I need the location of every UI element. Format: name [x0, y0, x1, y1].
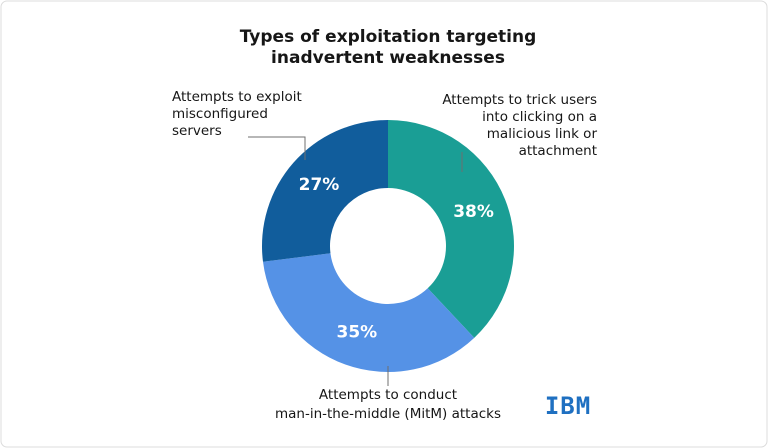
- chart-title: Types of exploitation targeting: [240, 27, 537, 47]
- category-label: Attempts to conduct: [319, 387, 457, 403]
- category-label: Attempts to exploit: [172, 89, 302, 105]
- donut-slice: [262, 253, 475, 372]
- logo: IBM: [545, 392, 591, 420]
- category-label: attachment: [519, 143, 597, 159]
- category-label: man-in-the-middle (MitM) attacks: [275, 406, 501, 422]
- category-label: servers: [172, 123, 222, 139]
- chart-title: inadvertent weaknesses: [271, 48, 505, 68]
- category-label: malicious link or: [487, 126, 598, 142]
- donut-slice: [262, 120, 388, 262]
- category-label: Attempts to trick users: [442, 92, 597, 108]
- category-label: into clicking on a: [482, 109, 597, 125]
- donut-slice: [388, 120, 515, 338]
- category-label: misconfigured: [172, 106, 268, 122]
- value-label: 35%: [336, 323, 377, 343]
- value-label: 38%: [453, 202, 494, 222]
- leader-line: [248, 136, 306, 160]
- value-label: 27%: [299, 175, 340, 195]
